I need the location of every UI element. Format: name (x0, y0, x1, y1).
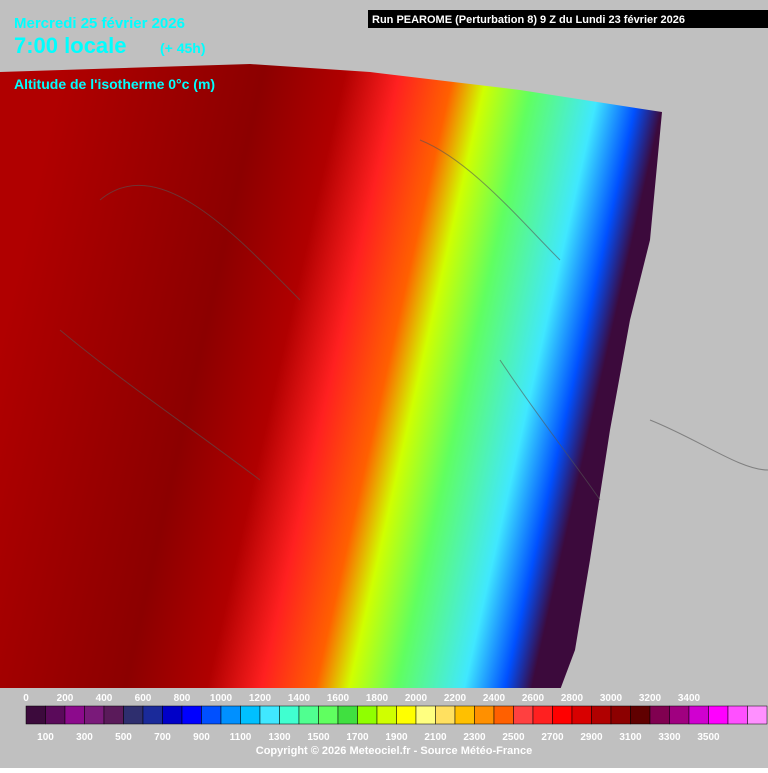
legend-label: 2400 (483, 693, 506, 704)
legend-swatch (630, 705, 651, 725)
legend-swatch (240, 705, 261, 725)
legend-label: 2200 (444, 693, 467, 704)
legend-label: 3200 (639, 693, 662, 704)
time: 7:00 locale (14, 33, 127, 58)
legend-swatch (415, 705, 436, 725)
legend-label: 1400 (288, 693, 311, 704)
legend-label: 3300 (658, 732, 681, 743)
run-info: Run PEAROME (Perturbation 8) 9 Z du Lund… (372, 14, 685, 26)
legend-swatch (493, 705, 514, 725)
legend-label: 2000 (405, 693, 428, 704)
legend-label: 700 (154, 732, 171, 743)
legend-label: 900 (193, 732, 210, 743)
legend-swatch (103, 705, 124, 725)
legend-label: 1500 (307, 732, 330, 743)
legend-swatch (298, 705, 319, 725)
legend-swatch (84, 705, 105, 725)
legend-swatch (64, 705, 85, 725)
model-domain (0, 64, 662, 690)
legend-swatch (513, 705, 534, 725)
legend-label: 0 (23, 693, 29, 704)
legend-swatch (649, 705, 670, 725)
legend-swatch (45, 705, 66, 725)
legend-swatch (279, 705, 300, 725)
legend-label: 3500 (697, 732, 720, 743)
borders (59, 139, 768, 501)
legend-label: 1200 (249, 693, 272, 704)
legend-swatch (318, 705, 339, 725)
legend-swatch (123, 705, 144, 725)
legend-swatch (337, 705, 358, 725)
legend-swatch (591, 705, 612, 725)
copyright: Copyright © 2026 Meteociel.fr - Source M… (256, 745, 532, 757)
legend-label: 1300 (268, 732, 291, 743)
legend-label: 100 (37, 732, 54, 743)
legend-swatch (201, 705, 222, 725)
legend-swatch (25, 705, 46, 725)
legend-label: 1800 (366, 693, 389, 704)
legend-label: 2700 (541, 732, 564, 743)
legend-label: 1700 (346, 732, 369, 743)
legend-swatch (181, 705, 202, 725)
legend-swatch (688, 705, 709, 725)
legend-swatch (454, 705, 475, 725)
legend-label: 1100 (230, 732, 252, 743)
legend-swatch (220, 705, 241, 725)
legend-swatch (708, 705, 729, 725)
legend-label: 2600 (522, 693, 545, 704)
legend-swatch (552, 705, 573, 725)
legend-label: 800 (174, 693, 191, 704)
legend-label: 2800 (561, 693, 584, 704)
legend-swatch (259, 705, 280, 725)
legend-label: 2500 (502, 732, 525, 743)
legend-label: 300 (76, 732, 93, 743)
legend-label: 3000 (600, 693, 623, 704)
legend-swatch (571, 705, 592, 725)
legend-label: 1000 (210, 693, 233, 704)
legend-swatch (727, 705, 748, 725)
legend-swatch (357, 705, 378, 725)
legend-swatch (435, 705, 456, 725)
legend-swatch (532, 705, 553, 725)
legend-swatch (610, 705, 631, 725)
legend-label: 600 (135, 693, 152, 704)
legend-swatch (162, 705, 183, 725)
legend-label: 2300 (463, 732, 486, 743)
lead-time: (+ 45h) (160, 40, 206, 56)
legend-label: 3100 (619, 732, 642, 743)
legend-swatch (142, 705, 163, 725)
legend-label: 2900 (580, 732, 603, 743)
legend-label: 2100 (424, 732, 447, 743)
legend-label: 200 (57, 693, 74, 704)
legend-label: 1900 (385, 732, 408, 743)
legend-label: 1600 (327, 693, 350, 704)
map-title: Altitude de l'isotherme 0°c (m) (14, 76, 215, 92)
legend-swatch (376, 705, 397, 725)
legend-swatch (747, 705, 768, 725)
legend-background (0, 688, 768, 768)
legend-swatch (396, 705, 417, 725)
legend-label: 3400 (678, 693, 701, 704)
legend-label: 400 (96, 693, 113, 704)
legend-swatch (669, 705, 690, 725)
legend-swatch (474, 705, 495, 725)
date: Mercredi 25 février 2026 (14, 15, 185, 32)
run-box (368, 10, 768, 28)
legend-label: 500 (115, 732, 132, 743)
